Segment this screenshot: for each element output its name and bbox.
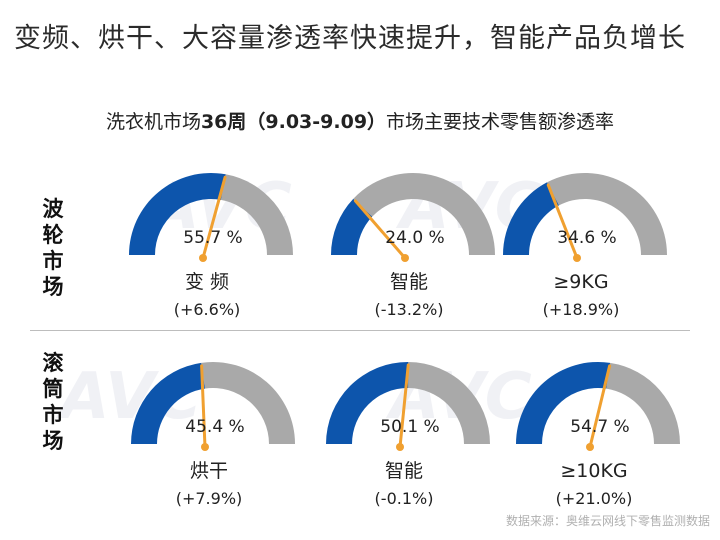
gauge-empty-arc xyxy=(353,173,495,255)
chart-title-suffix: 市场主要技术零售额渗透率 xyxy=(386,111,615,133)
gauge-needle xyxy=(588,364,612,449)
data-source: 数据来源：奥维云网线下零售监测数据 xyxy=(505,514,710,528)
chart-title-prefix: 洗衣机市场 xyxy=(105,111,201,133)
gauge-needle-pivot xyxy=(201,443,209,451)
gauge-empty-arc xyxy=(606,362,680,444)
chart-title-bold: 36周（9.03-9.09） xyxy=(200,111,387,133)
gauge-value-label: 34.6 % xyxy=(557,228,616,248)
gauge-needle xyxy=(200,364,207,449)
gauge-name-label: 智能 xyxy=(385,460,423,482)
gauge-change-label: (+7.9%) xyxy=(176,489,243,508)
row-label-top: 波轮市场 xyxy=(42,197,64,299)
gauge-change-label: (+21.0%) xyxy=(556,489,633,508)
gauge-empty-arc xyxy=(220,174,293,255)
gauge-name-label: ≥9KG xyxy=(553,271,608,293)
gauge-name-label: 变 频 xyxy=(185,271,229,293)
gauge-needle-pivot xyxy=(401,254,409,262)
gauge-needle-pivot xyxy=(199,254,207,262)
gauge-needle xyxy=(398,363,410,449)
gauge-filled-arc xyxy=(326,362,409,444)
chart-title: 洗衣机市场36周（9.03-9.09）市场主要技术零售额渗透率 xyxy=(0,107,720,134)
gauge-value-label: 45.4 % xyxy=(185,417,244,437)
gauge-empty-arc xyxy=(546,173,667,255)
row-label-bottom: 滚筒市场 xyxy=(42,351,64,453)
gauge-needle-pivot xyxy=(573,254,581,262)
gauge-needle xyxy=(353,199,407,260)
gauge-value-label: 54.7 % xyxy=(570,417,629,437)
gauge-change-label: (-13.2%) xyxy=(374,300,443,319)
gauge-value-label: 24.0 % xyxy=(385,228,444,248)
gauge-change-label: (+6.6%) xyxy=(174,300,241,319)
gauge-needle xyxy=(201,175,227,260)
gauge-needle-pivot xyxy=(586,443,594,451)
gauge-filled-arc xyxy=(331,198,373,255)
gauge-filled-arc xyxy=(129,173,226,255)
gauge-needle-pivot xyxy=(396,443,404,451)
gauge-filled-arc xyxy=(503,182,559,255)
gauge-name-label: ≥10KG xyxy=(560,460,627,482)
gauge-name-label: 智能 xyxy=(390,271,428,293)
gauge-empty-arc xyxy=(408,362,490,444)
page-title: 变频、烘干、大容量渗透率快速提升，智能产品负增长 xyxy=(14,23,686,54)
gauge-value-label: 55.7 % xyxy=(183,228,242,248)
gauge-filled-arc xyxy=(131,362,205,444)
gauge-value-label: 50.1 % xyxy=(380,417,439,437)
gauge-empty-arc xyxy=(201,362,295,444)
gauge-change-label: (+18.9%) xyxy=(543,300,620,319)
gauge-change-label: (-0.1%) xyxy=(375,489,434,508)
row-divider xyxy=(30,330,690,331)
gauge-filled-arc xyxy=(516,362,611,444)
gauge-needle xyxy=(546,183,579,260)
gauge-name-label: 烘干 xyxy=(190,460,228,482)
